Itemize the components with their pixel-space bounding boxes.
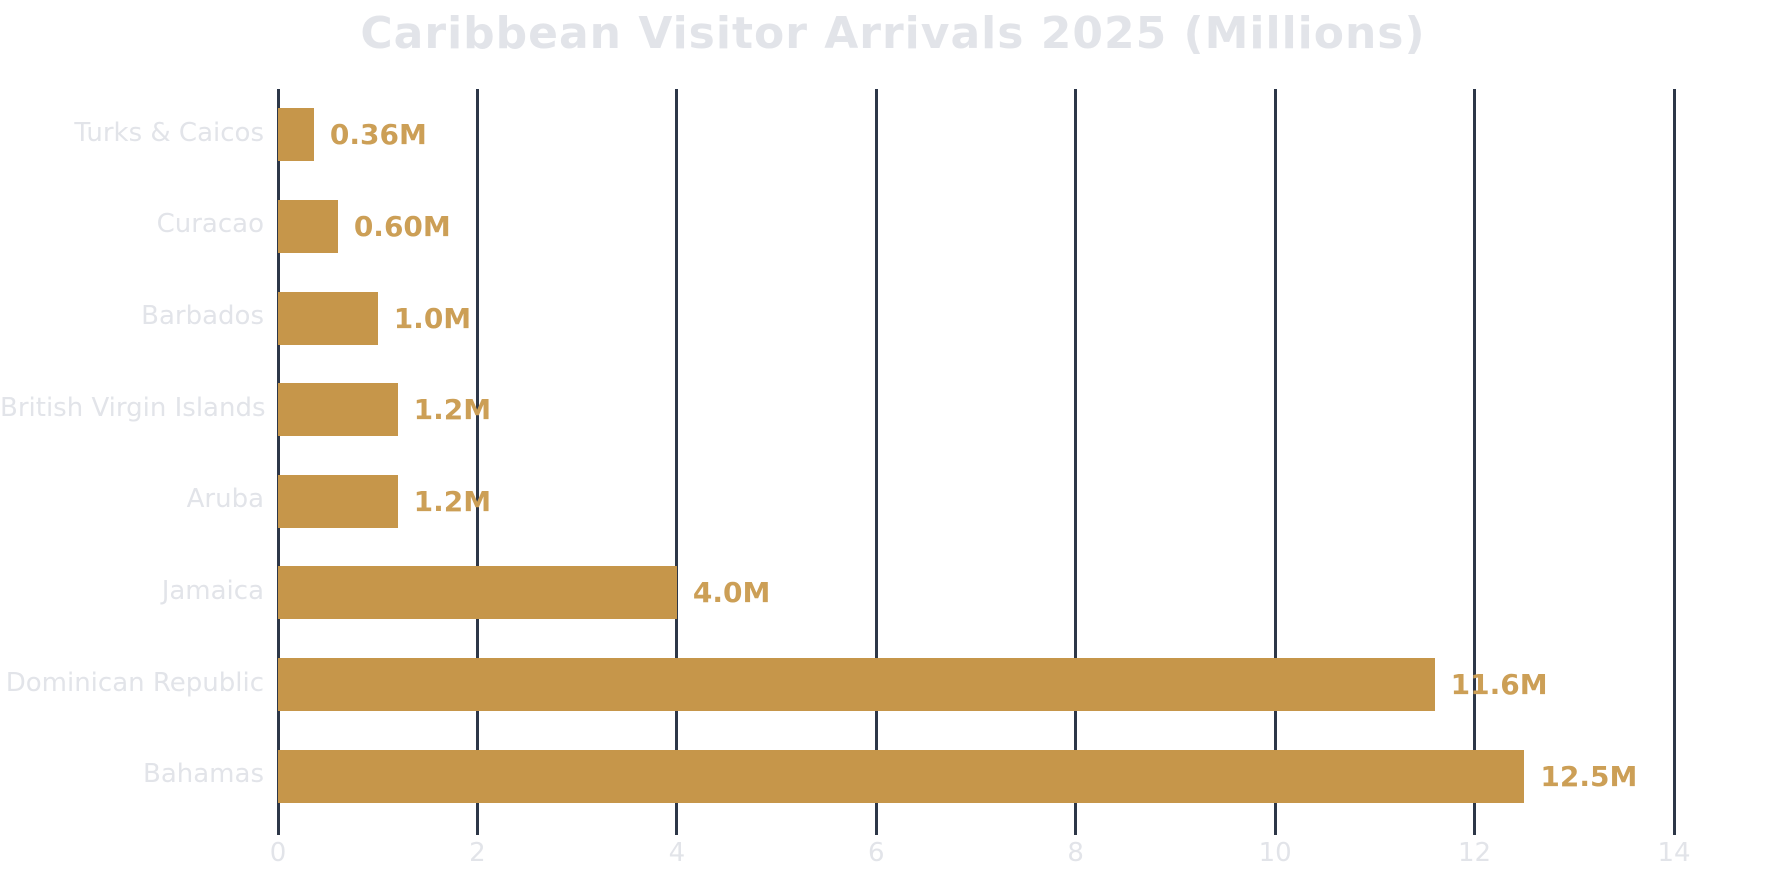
bar-value-label-2: 1.0M <box>393 301 472 335</box>
bar-6 <box>278 658 1435 712</box>
gridline-x-12 <box>1473 89 1477 822</box>
gridline-x-8 <box>1074 89 1078 822</box>
x-tick-label-14: 14 <box>1657 838 1691 868</box>
bar-2 <box>278 291 378 345</box>
x-tick-mark-2 <box>475 822 479 835</box>
x-tick-mark-12 <box>1473 822 1477 835</box>
x-tick-label-10: 10 <box>1258 838 1292 868</box>
x-tick-label-4: 4 <box>668 838 686 868</box>
bar-7 <box>278 749 1525 803</box>
gridline-x-2 <box>475 89 479 822</box>
x-tick-mark-0 <box>276 822 280 835</box>
category-label-1: Curacao <box>156 209 264 240</box>
gridline-x-14 <box>1672 89 1676 822</box>
bar-value-label-6: 11.6M <box>1450 668 1548 702</box>
x-tick-label-6: 6 <box>868 838 885 868</box>
x-tick-mark-10 <box>1273 822 1277 835</box>
bar-value-label-7: 12.5M <box>1540 759 1638 793</box>
plot-area: 0.36M 0.60M 1.0M 1.2M 1.2M 4.0M 11.6M 12.5M <box>276 89 1676 822</box>
bar-value-label-0: 0.36M <box>329 118 427 152</box>
gridline-x-10 <box>1273 89 1277 822</box>
bar-value-label-5: 4.0M <box>692 576 771 610</box>
gridline-x-0 <box>276 89 280 822</box>
x-tick-label-2: 2 <box>469 838 486 868</box>
gridline-x-4 <box>675 89 679 822</box>
x-tick-mark-6 <box>874 822 878 835</box>
x-tick-label-8: 8 <box>1067 838 1084 868</box>
category-label-2: Barbados <box>141 301 264 332</box>
category-label-3: British Virgin Islands <box>0 392 266 423</box>
bar-4 <box>278 474 398 528</box>
chart-title: Caribbean Visitor Arrivals 2025 (Million… <box>360 8 1426 59</box>
bar-value-label-4: 1.2M <box>413 484 492 518</box>
category-label-6: Dominican Republic <box>5 667 264 698</box>
gridline-x-6 <box>874 89 878 822</box>
category-label-5: Jamaica <box>161 575 264 606</box>
x-tick-mark-14 <box>1672 822 1676 835</box>
bar-0 <box>278 108 314 162</box>
category-label-7: Bahamas <box>143 759 264 790</box>
x-tick-mark-4 <box>675 822 679 835</box>
bar-value-label-3: 1.2M <box>413 393 492 427</box>
bar-5 <box>278 566 677 620</box>
x-tick-label-12: 12 <box>1458 838 1492 868</box>
category-label-4: Aruba <box>186 484 264 515</box>
category-label-0: Turks & Caicos <box>74 117 264 148</box>
x-tick-mark-8 <box>1074 822 1078 835</box>
bar-value-label-1: 0.60M <box>353 209 451 243</box>
bar-3 <box>278 383 398 437</box>
x-tick-label-0: 0 <box>269 838 287 868</box>
bar-1 <box>278 199 338 253</box>
